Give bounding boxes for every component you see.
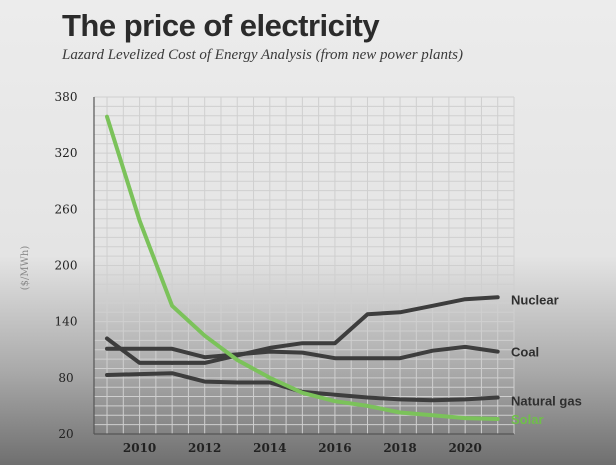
y-tick-label: 260 bbox=[55, 202, 78, 216]
series-line-coal bbox=[105, 344, 500, 361]
y-axis-label: ($/MWh) bbox=[20, 246, 31, 291]
y-axis-ticks: 20 80 140 200 260 320 380 bbox=[55, 90, 78, 441]
x-tick-label: 2014 bbox=[253, 441, 286, 455]
x-tick-label: 2012 bbox=[188, 441, 221, 455]
series-label-coal: Coal bbox=[511, 345, 539, 360]
y-tick-label: 80 bbox=[58, 371, 73, 385]
series-label-natural-gas: Natural gas bbox=[511, 393, 582, 408]
x-tick-label: 2010 bbox=[123, 441, 156, 455]
x-tick-label: 2016 bbox=[318, 441, 351, 455]
y-tick-label: 20 bbox=[58, 427, 73, 441]
y-tick-label: 140 bbox=[55, 315, 78, 329]
series-line-segment bbox=[105, 336, 175, 365]
y-tick-label: 380 bbox=[55, 90, 78, 104]
series-line-nuclear bbox=[170, 295, 500, 365]
x-tick-label: 2018 bbox=[383, 441, 416, 455]
series-labels: Nuclear Coal Natural gas Solar bbox=[511, 292, 582, 427]
chart-subtitle: Lazard Levelized Cost of Energy Analysis… bbox=[62, 47, 463, 63]
x-tick-label: 2020 bbox=[448, 441, 481, 455]
chart-title: The price of electricity bbox=[62, 8, 380, 43]
axes bbox=[93, 97, 514, 435]
y-tick-label: 320 bbox=[55, 146, 78, 160]
series-label-nuclear: Nuclear bbox=[511, 292, 559, 307]
x-axis-ticks: 2010 2012 2014 2016 2018 2020 bbox=[123, 441, 482, 455]
series-label-solar: Solar bbox=[511, 412, 544, 427]
series-lines bbox=[105, 114, 500, 421]
series-line-solar bbox=[105, 114, 500, 421]
y-tick-label: 200 bbox=[55, 259, 78, 273]
